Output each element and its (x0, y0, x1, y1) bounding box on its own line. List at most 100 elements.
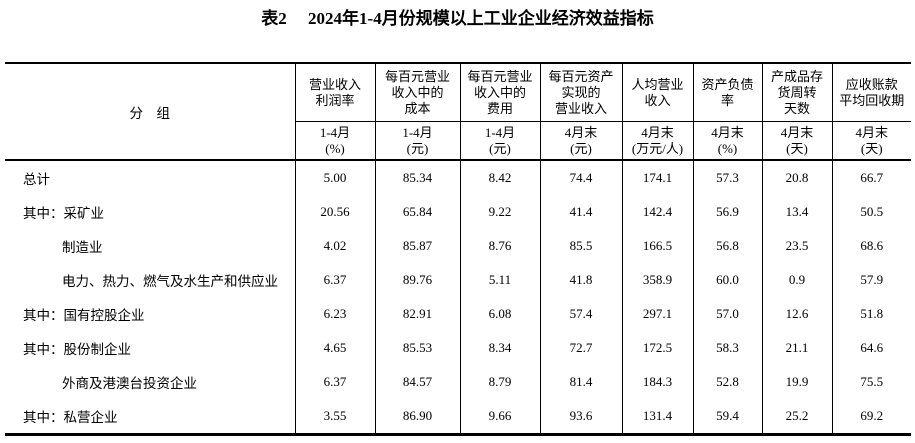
sub-header-cell: 4月末 (万元/人) (621, 121, 693, 161)
value-cell: 56.9 (692, 195, 762, 229)
row-label: 其中：股份制企业 (5, 331, 295, 365)
row-label: 总计 (5, 160, 295, 195)
sub-header-cell: 4月末 (天) (761, 121, 832, 161)
row-label-name: 制造业 (62, 240, 103, 255)
row-label-name: 电力、热力、燃气及水生产和供应业 (62, 274, 278, 289)
value-cell: 85.34 (374, 160, 460, 195)
row-label-prefix: 其中： (23, 410, 64, 425)
value-cell: 142.4 (621, 195, 693, 229)
value-cell: 8.42 (459, 160, 540, 195)
table-row: 其中：国有控股企业 6.23 82.91 6.08 57.4 297.1 57.0 12.6 5… (5, 297, 911, 331)
table-row: 电力、热力、燃气及水生产和供应业 6.37 89.76 5.11 41.8 358.9 60… (5, 263, 911, 297)
table-row: 外商及港澳台投资企业 6.37 84.57 8.79 81.4 184.3 52.8 19.9… (5, 365, 911, 399)
table-body: 总计 5.00 85.34 8.42 74.4 174.1 57.3 20.8 66.7 其中：采… (5, 160, 911, 435)
value-cell: 12.6 (761, 297, 832, 331)
value-cell: 8.34 (459, 331, 540, 365)
value-cell: 297.1 (621, 297, 693, 331)
value-cell: 9.66 (459, 399, 540, 435)
header-row-main: 分 组 营业收入 利润率 每百元营业 收入中的 成本 每百元营业 收入中的 费用… (5, 63, 911, 161)
value-cell: 65.84 (374, 195, 460, 229)
column-header-cell: 产成品存 货周转 天数 (761, 63, 832, 122)
value-cell: 69.2 (831, 399, 911, 435)
value-cell: 93.6 (539, 399, 622, 435)
value-cell: 85.87 (374, 229, 460, 263)
value-cell: 184.3 (621, 365, 693, 399)
row-label-name: 股份制企业 (63, 342, 132, 357)
group-header-cell: 分 组 (5, 63, 295, 161)
sub-header-cell: 4月末 (天) (831, 121, 911, 161)
value-cell: 56.8 (692, 229, 762, 263)
value-cell: 41.8 (539, 263, 622, 297)
value-cell: 66.7 (831, 160, 911, 195)
value-cell: 6.37 (294, 365, 375, 399)
value-cell: 20.56 (294, 195, 375, 229)
value-cell: 6.23 (294, 297, 375, 331)
value-cell: 41.4 (539, 195, 622, 229)
value-cell: 85.53 (374, 331, 460, 365)
row-label: 其中：私营企业 (5, 399, 295, 435)
row-label-name: 外商及港澳台投资企业 (62, 376, 197, 391)
value-cell: 52.8 (692, 365, 762, 399)
column-header-cell: 每百元资产 实现的 营业收入 (539, 63, 622, 122)
value-cell: 64.6 (831, 331, 911, 365)
value-cell: 68.6 (831, 229, 911, 263)
value-cell: 50.5 (831, 195, 911, 229)
header-row-period: 1-4月 (%) 1-4月 (元) 1-4月 (元) 4月末 (元) 4月末 (… (5, 121, 911, 161)
value-cell: 75.5 (831, 365, 911, 399)
value-cell: 6.37 (294, 263, 375, 297)
column-header-cell: 每百元营业 收入中的 费用 (459, 63, 540, 122)
row-label-name: 国有控股企业 (63, 308, 145, 323)
value-cell: 23.5 (761, 229, 832, 263)
sub-header-cell: 1-4月 (元) (459, 121, 540, 161)
column-header-cell: 应收账款 平均回收期 (831, 63, 911, 122)
value-cell: 174.1 (621, 160, 693, 195)
value-cell: 57.9 (831, 263, 911, 297)
value-cell: 5.11 (459, 263, 540, 297)
table-row: 其中：采矿业 20.56 65.84 9.22 41.4 142.4 56.9 13.4 50.… (5, 195, 911, 229)
value-cell: 84.57 (374, 365, 460, 399)
value-cell: 74.4 (539, 160, 622, 195)
value-cell: 4.02 (294, 229, 375, 263)
row-label-prefix: 其中： (23, 308, 64, 323)
value-cell: 82.91 (374, 297, 460, 331)
column-header-cell: 营业收入 利润率 (294, 63, 375, 122)
value-cell: 51.8 (831, 297, 911, 331)
value-cell: 172.5 (621, 331, 693, 365)
value-cell: 8.79 (459, 365, 540, 399)
value-cell: 19.9 (761, 365, 832, 399)
sub-header-cell: 1-4月 (%) (294, 121, 375, 161)
table-row: 制造业 4.02 85.87 8.76 85.5 166.5 56.8 23.5 68.6 (5, 229, 911, 263)
column-header-cell: 资产负债 率 (692, 63, 762, 122)
row-label: 制造业 (5, 229, 295, 263)
sub-header-cell: 4月末 (元) (539, 121, 622, 161)
table-row: 总计 5.00 85.34 8.42 74.4 174.1 57.3 20.8 66.7 (5, 160, 911, 195)
value-cell: 58.3 (692, 331, 762, 365)
table-row: 其中：私营企业 3.55 86.90 9.66 93.6 131.4 59.4 25.2 69.… (5, 399, 911, 435)
sub-header-cell: 1-4月 (元) (374, 121, 460, 161)
value-cell: 57.3 (692, 160, 762, 195)
value-cell: 86.90 (374, 399, 460, 435)
value-cell: 59.4 (692, 399, 762, 435)
value-cell: 20.8 (761, 160, 832, 195)
row-label: 其中：国有控股企业 (5, 297, 295, 331)
value-cell: 57.4 (539, 297, 622, 331)
value-cell: 3.55 (294, 399, 375, 435)
row-label: 外商及港澳台投资企业 (5, 365, 295, 399)
value-cell: 57.0 (692, 297, 762, 331)
value-cell: 8.76 (459, 229, 540, 263)
value-cell: 9.22 (459, 195, 540, 229)
page-title: 表2 2024年1-4月份规模以上工业企业经济效益指标 (261, 9, 654, 28)
value-cell: 89.76 (374, 263, 460, 297)
column-header-cell: 人均营业 收入 (621, 63, 693, 122)
value-cell: 131.4 (621, 399, 693, 435)
value-cell: 72.7 (539, 331, 622, 365)
indicators-table: 分 组 营业收入 利润率 每百元营业 收入中的 成本 每百元营业 收入中的 费用… (5, 62, 911, 436)
row-label-name: 总计 (23, 172, 50, 187)
row-label: 电力、热力、燃气及水生产和供应业 (5, 263, 295, 297)
row-label-name: 私营企业 (63, 410, 118, 425)
value-cell: 358.9 (621, 263, 693, 297)
row-label: 其中：采矿业 (5, 195, 295, 229)
value-cell: 81.4 (539, 365, 622, 399)
value-cell: 25.2 (761, 399, 832, 435)
value-cell: 6.08 (459, 297, 540, 331)
